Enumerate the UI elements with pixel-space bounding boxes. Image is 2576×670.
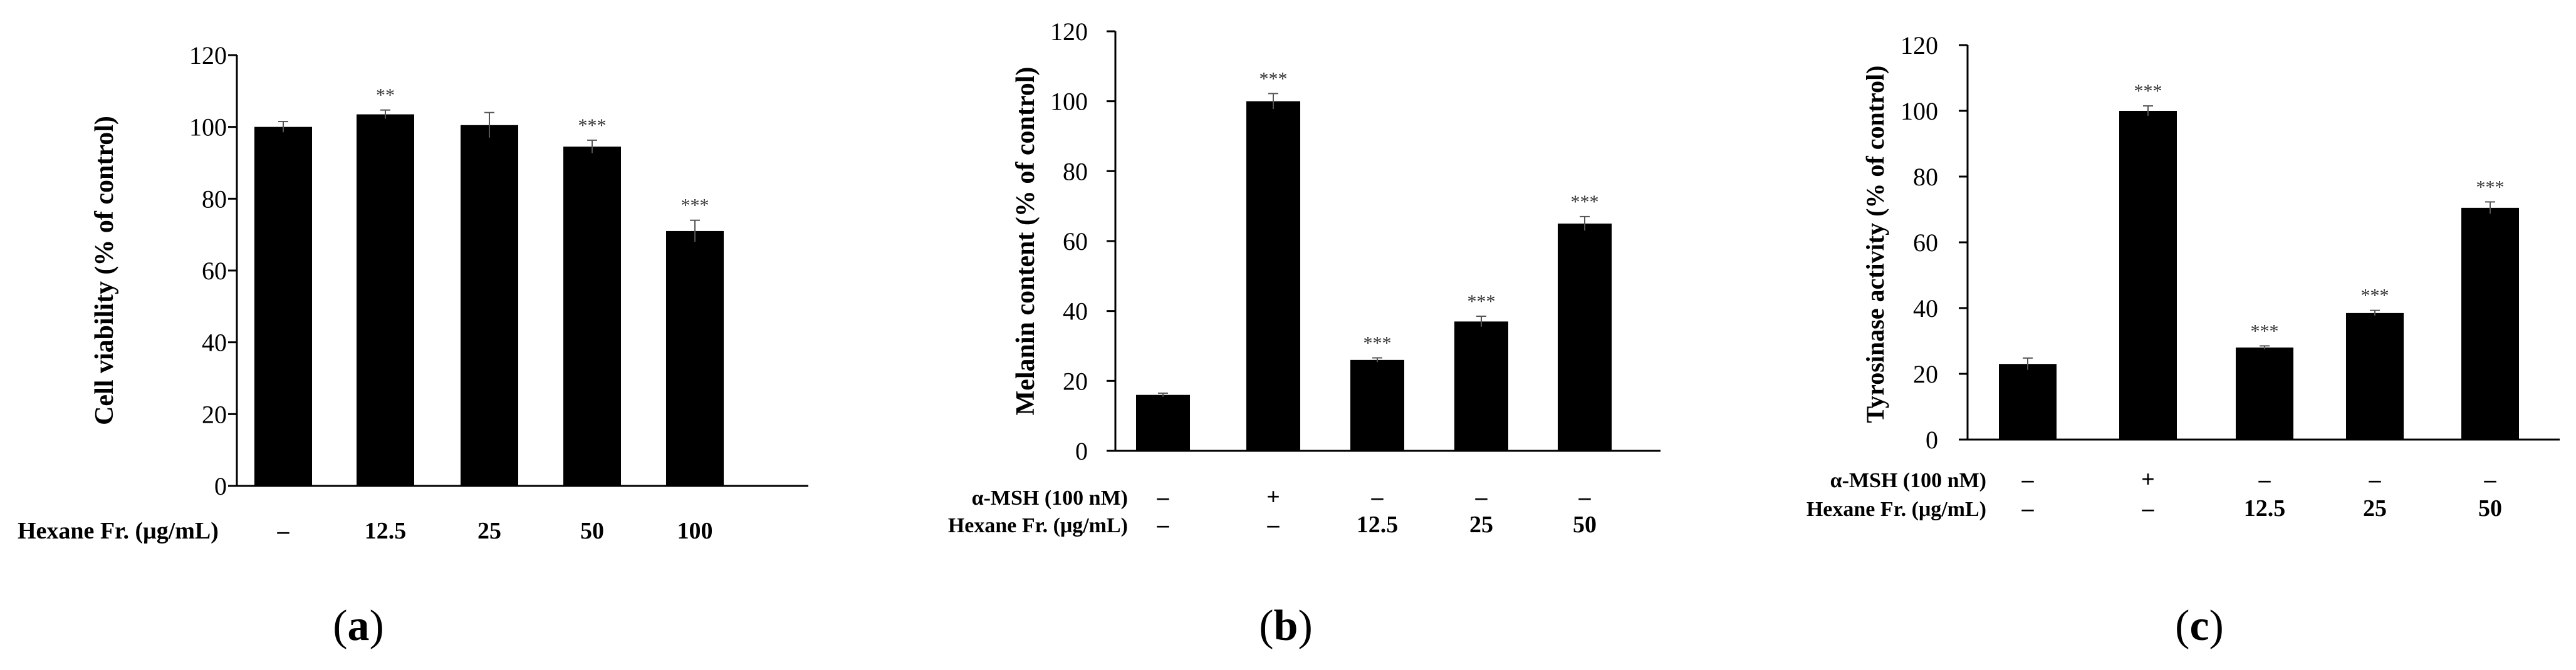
y-tick-label: 0 <box>214 472 227 500</box>
y-tick-label: 120 <box>1050 18 1088 46</box>
y-tick-label: 60 <box>202 257 227 285</box>
condition-value: – <box>1578 484 1592 510</box>
condition-value: + <box>1266 484 1280 510</box>
significance-label: ** <box>376 85 395 106</box>
y-tick-label: 40 <box>202 329 227 357</box>
y-tick-label: 0 <box>1926 426 1938 454</box>
significance-label: *** <box>1468 291 1496 312</box>
bar <box>1350 359 1404 451</box>
chart-panel-c: 0 20 40 60 80 100 120 Tyrosinase activity (% of… <box>1807 31 2560 522</box>
condition-value: – <box>2142 495 2155 522</box>
y-tick-label: 40 <box>1913 294 1938 322</box>
condition-value: – <box>1157 512 1170 538</box>
condition-value: 25 <box>2363 495 2387 522</box>
y-tick-label: 80 <box>1913 163 1938 191</box>
bar <box>2346 312 2404 440</box>
y-tick-label: 80 <box>1063 157 1088 185</box>
condition-value: – <box>2258 466 2271 493</box>
condition-value: + <box>2141 466 2155 493</box>
y-axis-label: Cell viability (% of control) <box>90 116 119 425</box>
y-tick-label: 60 <box>1913 229 1938 257</box>
condition-row-label: Hexane Fr. (μg/mL) <box>1807 498 1986 521</box>
condition-value: – <box>1157 484 1170 510</box>
condition-value: 12.5 <box>1357 512 1399 538</box>
bar <box>1136 394 1190 451</box>
bar <box>666 230 724 486</box>
significance-label: *** <box>2476 177 2505 197</box>
y-tick-label: 60 <box>1063 227 1088 255</box>
bar <box>1999 364 2057 440</box>
significance-label: *** <box>2134 81 2162 101</box>
y-tick-label: 100 <box>1050 88 1088 116</box>
condition-value: – <box>2369 466 2382 493</box>
chart-panel-b: 0 20 40 60 80 100 120 Melanin content (% of con… <box>948 18 1661 538</box>
condition-value: – <box>1475 484 1488 510</box>
significance-label: *** <box>681 195 709 216</box>
condition-value: – <box>2021 466 2035 493</box>
y-axis-label: Tyrosinase activity (% of control) <box>1861 65 1889 423</box>
bar <box>254 126 312 486</box>
condition-row-label: Hexane Fr. (μg/mL) <box>18 518 219 544</box>
condition-row-label: α-MSH (100 nM) <box>1830 469 1986 492</box>
bar <box>2236 348 2293 440</box>
bar <box>1454 321 1508 451</box>
y-tick-label: 120 <box>1901 31 1938 59</box>
y-tick-label: 20 <box>202 400 227 428</box>
chart-panel-a: 0 20 40 60 80 100 120 Cell viability (% of cont… <box>18 41 808 544</box>
condition-value: 50 <box>2478 495 2502 522</box>
condition-value: – <box>2484 466 2497 493</box>
bar <box>1558 224 1612 451</box>
bar <box>461 125 518 487</box>
condition-value: 25 <box>477 518 501 544</box>
condition-value: – <box>2021 495 2035 522</box>
y-tick-label: 100 <box>1901 97 1938 125</box>
y-axis-label: Melanin content (% of control) <box>1011 67 1040 416</box>
condition-row-label: Hexane Fr. (μg/mL) <box>948 514 1128 537</box>
bar <box>563 147 621 486</box>
condition-value: – <box>1371 484 1384 510</box>
y-tick-label: 100 <box>189 113 227 142</box>
condition-value: 50 <box>580 518 604 544</box>
condition-value: 25 <box>1469 512 1493 538</box>
panel-label-a: (a) <box>333 602 384 650</box>
significance-label: *** <box>1259 68 1288 89</box>
significance-label: *** <box>2361 286 2389 306</box>
bar <box>2119 111 2177 440</box>
significance-label: *** <box>578 115 607 136</box>
significance-label: *** <box>1571 192 1599 212</box>
y-tick-label: 40 <box>1063 297 1088 326</box>
significance-label: *** <box>1364 332 1392 353</box>
panel-label-b: (b) <box>1259 602 1313 650</box>
bar <box>1246 101 1300 451</box>
y-tick-label: 20 <box>1913 360 1938 388</box>
condition-value: 12.5 <box>2244 495 2286 522</box>
condition-value: 50 <box>1573 512 1597 538</box>
bar <box>357 114 414 487</box>
bar <box>2461 207 2519 440</box>
y-tick-label: 0 <box>1075 437 1088 465</box>
condition-row-label: α-MSH (100 nM) <box>972 487 1128 510</box>
y-tick-label: 80 <box>202 185 227 213</box>
panel-label-c: (c) <box>2175 602 2224 650</box>
condition-value: – <box>277 518 290 544</box>
y-tick-label: 120 <box>189 41 227 70</box>
condition-value: 12.5 <box>365 518 407 544</box>
condition-value: – <box>1267 512 1280 538</box>
y-tick-label: 20 <box>1063 367 1088 395</box>
significance-label: *** <box>2251 321 2279 341</box>
condition-value: 100 <box>677 518 713 544</box>
